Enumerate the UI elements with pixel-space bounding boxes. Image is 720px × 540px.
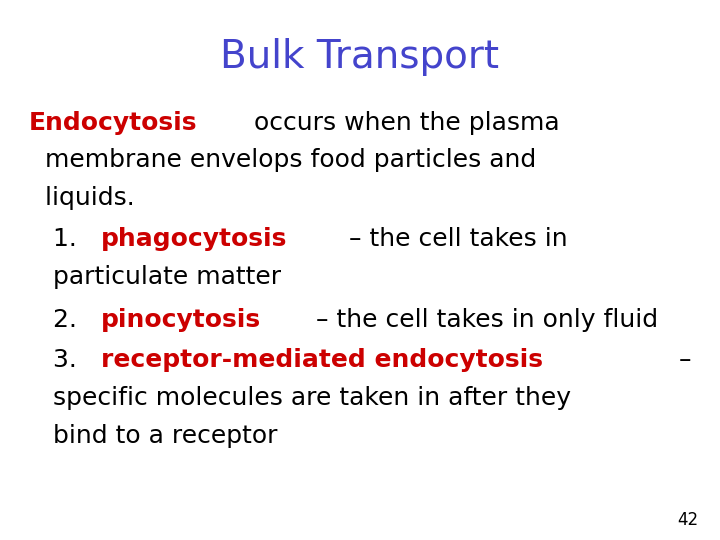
Text: phagocytosis: phagocytosis <box>101 227 287 251</box>
Text: 2.: 2. <box>29 308 85 332</box>
Text: 42: 42 <box>678 511 698 529</box>
Text: Endocytosis: Endocytosis <box>29 111 197 134</box>
Text: bind to a receptor: bind to a receptor <box>29 424 277 448</box>
Text: membrane envelops food particles and: membrane envelops food particles and <box>29 148 536 172</box>
Text: – the cell takes in only fluid: – the cell takes in only fluid <box>307 308 658 332</box>
Text: occurs when the plasma: occurs when the plasma <box>246 111 560 134</box>
Text: 3.: 3. <box>29 348 85 372</box>
Text: particulate matter: particulate matter <box>29 265 281 288</box>
Text: pinocytosis: pinocytosis <box>101 308 261 332</box>
Text: liquids.: liquids. <box>29 186 135 210</box>
Text: –: – <box>671 348 692 372</box>
Text: Bulk Transport: Bulk Transport <box>220 38 500 76</box>
Text: 1.: 1. <box>29 227 85 251</box>
Text: – the cell takes in: – the cell takes in <box>341 227 568 251</box>
Text: receptor-mediated endocytosis: receptor-mediated endocytosis <box>101 348 543 372</box>
Text: specific molecules are taken in after they: specific molecules are taken in after th… <box>29 386 571 410</box>
